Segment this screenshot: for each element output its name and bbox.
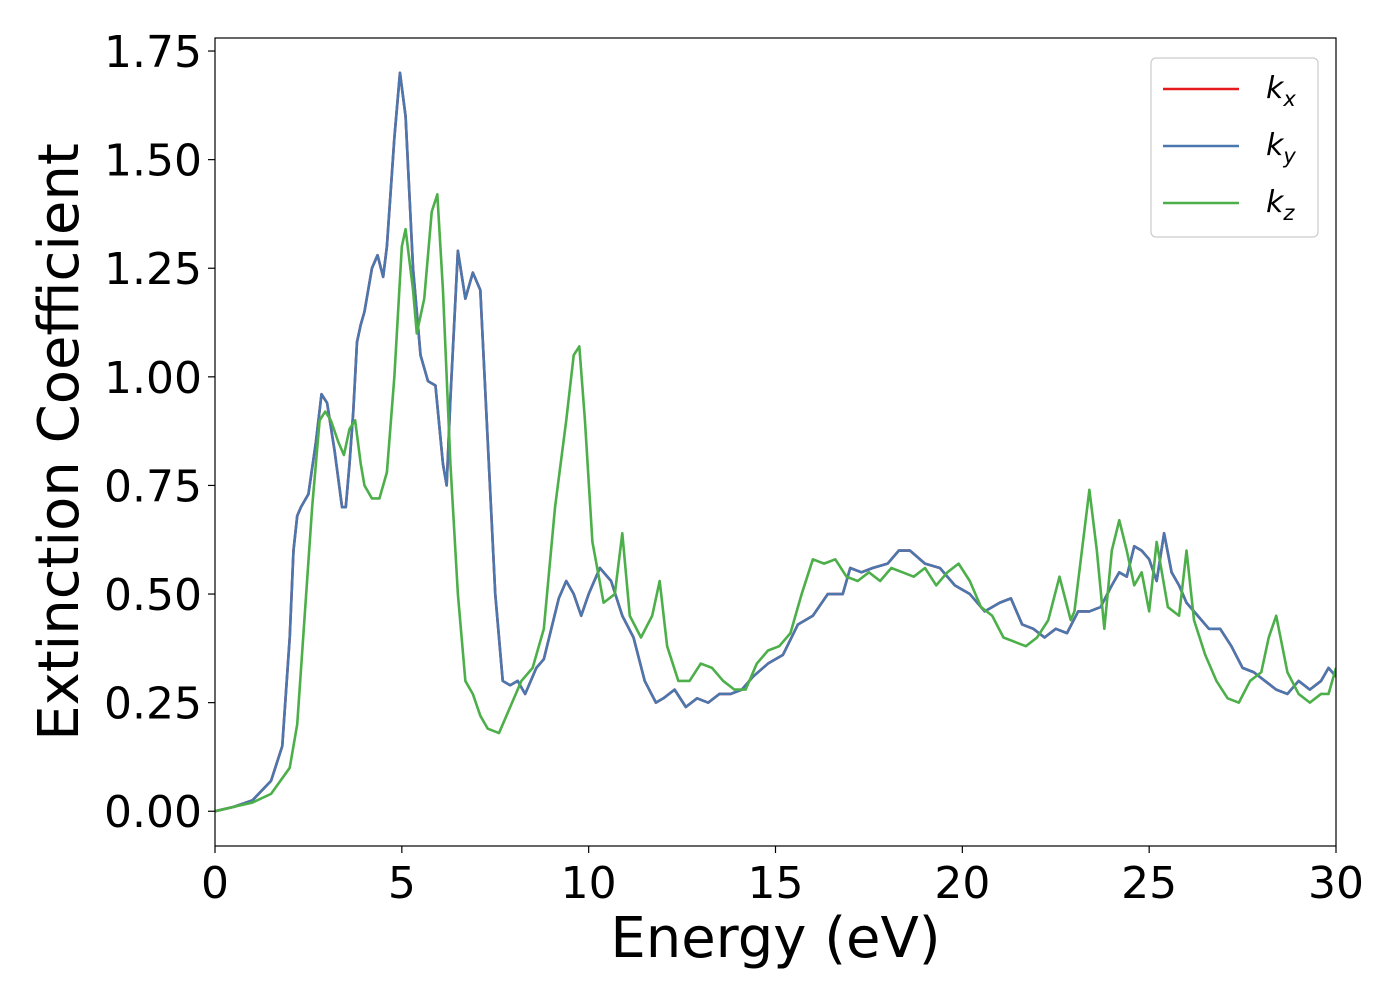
x-axis-label: Energy (eV)	[610, 906, 940, 971]
legend-label-x: kx	[1266, 71, 1296, 111]
series-lines	[215, 71, 1336, 813]
x-tick-label: 30	[1308, 858, 1364, 909]
x-tick-label: 5	[388, 858, 416, 909]
series-line-z	[215, 193, 1336, 813]
y-ticks: 0.00 0.25 0.50 0.75 1.00 1.25 1.50 1.75	[104, 27, 215, 838]
x-tick-label: 25	[1121, 858, 1177, 909]
y-tick-label: 0.75	[104, 461, 202, 512]
x-tick-label: 20	[934, 858, 990, 909]
y-tick-label: 1.00	[104, 353, 202, 404]
x-ticks: 0 5 10 15 20 25 30	[201, 846, 1364, 909]
x-tick-label: 15	[748, 858, 804, 909]
x-tick-label: 0	[201, 858, 229, 909]
y-tick-label: 1.75	[104, 27, 202, 78]
x-tick-label: 10	[561, 858, 617, 909]
y-tick-label: 0.25	[104, 679, 202, 730]
y-axis-label: Extinction Coefficient	[27, 143, 92, 741]
y-tick-label: 1.25	[104, 244, 202, 295]
series-line-y	[215, 71, 1336, 813]
legend-box	[1150, 57, 1319, 238]
legend-label-y: ky	[1266, 128, 1296, 168]
y-tick-label: 0.50	[104, 570, 202, 621]
y-tick-label: 0.00	[104, 787, 202, 838]
legend: kx ky kz	[1150, 57, 1319, 238]
legend-label-z: kz	[1266, 185, 1295, 225]
y-tick-label: 1.50	[104, 136, 202, 187]
